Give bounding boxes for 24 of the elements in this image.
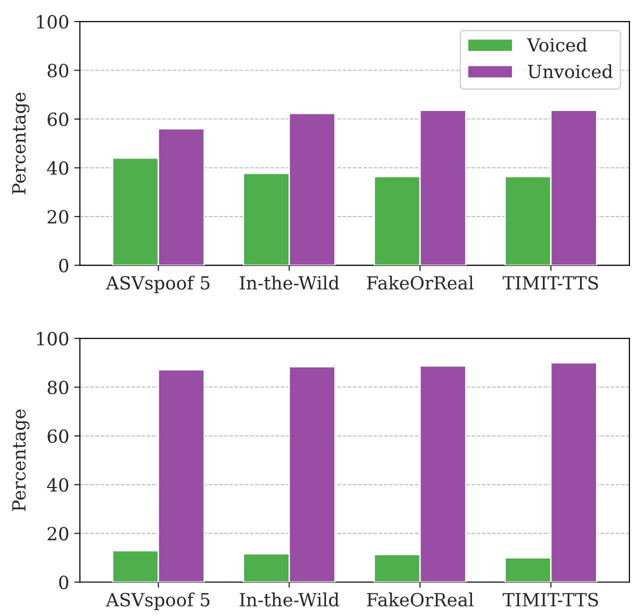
y-tick-label: 20 (48, 526, 68, 540)
y-tick-label: 0 (59, 258, 68, 272)
y-axis-title: Percentage (12, 409, 30, 511)
y-tick-label: 60 (48, 429, 68, 444)
x-tick-label: ASVspoof 5 (106, 592, 210, 610)
legend-label: Voiced (526, 38, 587, 52)
y-tick-label: 40 (47, 478, 68, 492)
x-tick-label: FakeOrReal (367, 592, 474, 607)
x-tick-label: In-the-Wild (240, 592, 340, 607)
x-tick-label: FakeOrReal (367, 276, 474, 290)
x-tick-label: TIMIT-TTS (502, 276, 598, 290)
y-tick-label: 40 (47, 161, 68, 175)
y-tick-label: 80 (48, 380, 68, 394)
y-tick-label: 20 (48, 210, 68, 224)
y-tick-label: 0 (59, 576, 68, 590)
y-tick-label: 80 (48, 64, 68, 78)
x-tick-label: In-the-Wild (240, 276, 340, 290)
y-axis-title: Percentage (12, 92, 30, 194)
y-tick-label: 100 (37, 332, 68, 346)
x-tick-label: ASVspoof 5 (106, 276, 210, 294)
y-tick-label: 100 (37, 15, 68, 29)
x-tick-label: TIMIT-TTS (502, 592, 598, 607)
legend-label: Unvoiced (528, 64, 613, 78)
y-tick-label: 60 (48, 112, 68, 126)
